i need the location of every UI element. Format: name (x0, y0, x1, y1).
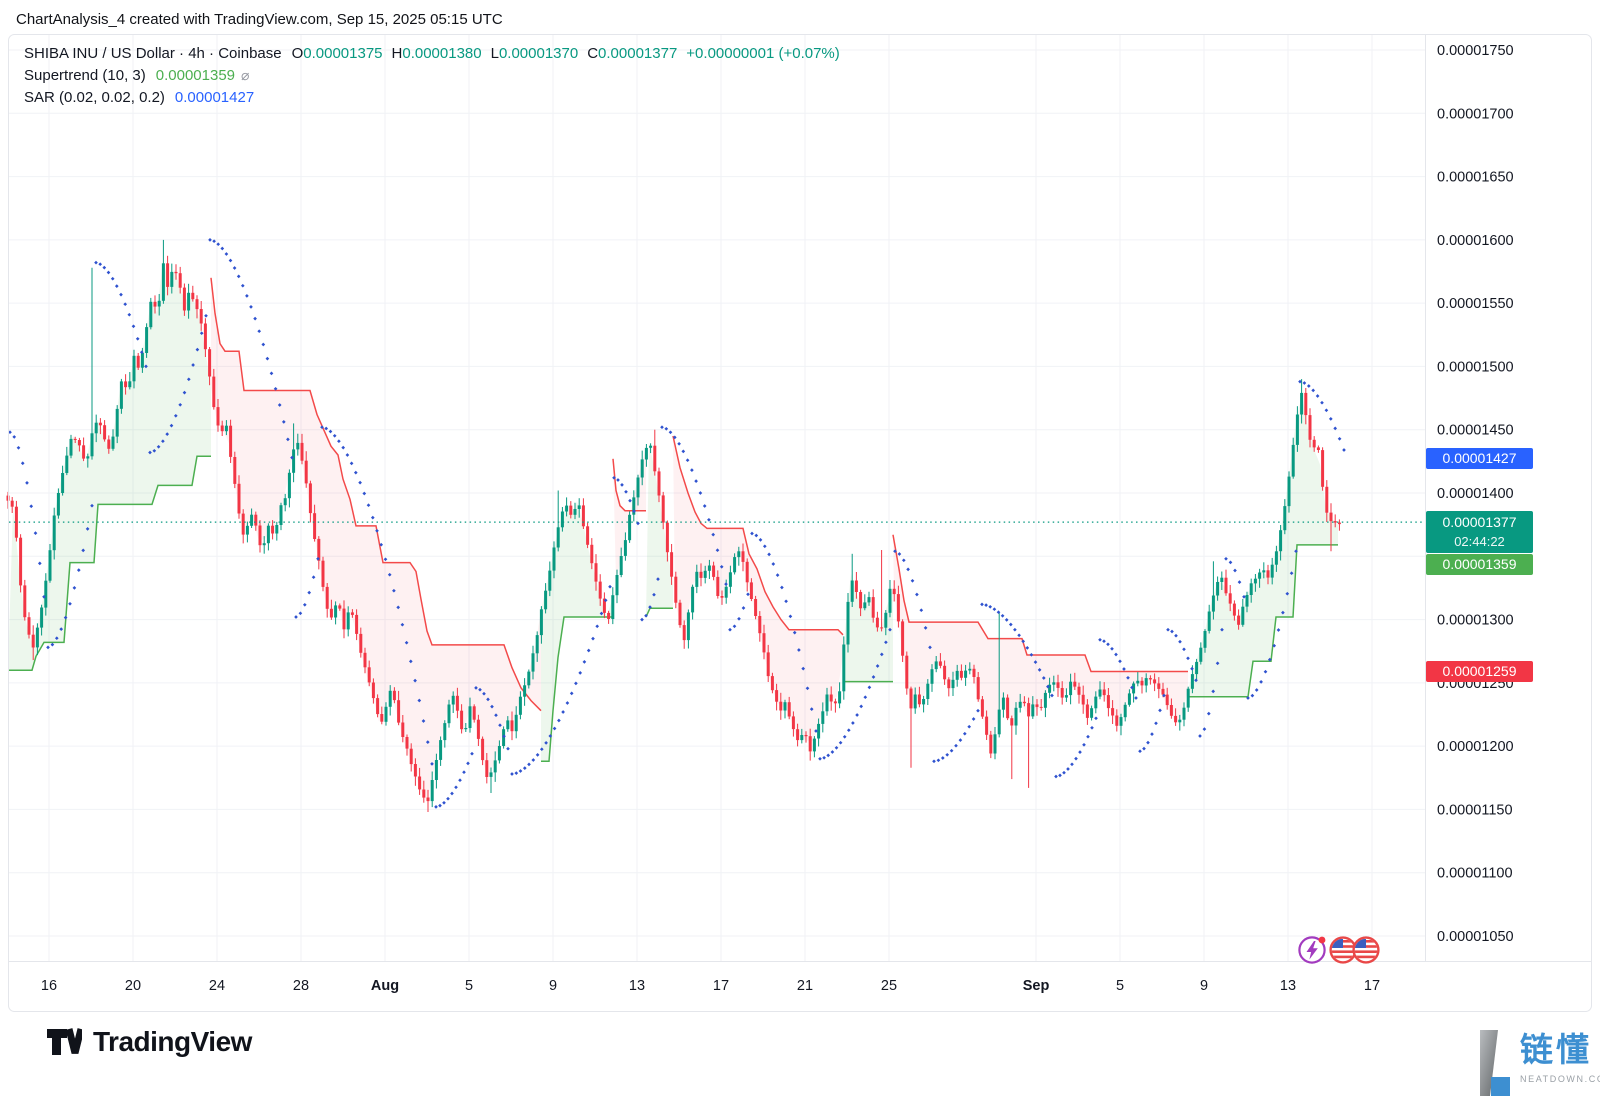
sar-price-label: 0.00001427 (1426, 448, 1533, 469)
svg-text:9: 9 (1200, 978, 1208, 994)
neatdown-logo-icon (1480, 1030, 1510, 1096)
indicator-row-supertrend[interactable]: Supertrend (10, 3) 0.00001359 ⌀ (24, 67, 840, 89)
svg-text:9: 9 (549, 978, 557, 994)
supertrend-down-price-label: 0.00001259 (1426, 661, 1533, 682)
svg-text:0.00001100: 0.00001100 (1437, 866, 1513, 882)
neatdown-watermark: 链懂 NEATDOWN.COM (1478, 1030, 1600, 1096)
svg-text:13: 13 (1280, 978, 1296, 994)
us-economic-event-icon[interactable] (1329, 936, 1357, 964)
ohlc-O: O0.00001375 (291, 45, 383, 62)
current-price-label: 0.00001377 02:44:22 (1426, 511, 1533, 553)
svg-text:17: 17 (713, 978, 729, 994)
symbol-title: SHIBA INU / US Dollar · 4h · Coinbase (24, 45, 282, 62)
svg-text:0.00001750: 0.00001750 (1437, 43, 1514, 59)
watermark-cn-text: 链懂 (1520, 1031, 1592, 1068)
svg-text:28: 28 (293, 978, 309, 994)
sar-value: 0.00001427 (174, 89, 255, 106)
ohlc-C: C0.00001377 (587, 45, 678, 62)
svg-text:5: 5 (1116, 978, 1124, 994)
ohlc-change: +0.00000001 (+0.07%) (686, 45, 840, 62)
sar-label: SAR (0.02, 0.02, 0.2) (24, 89, 165, 106)
svg-text:17: 17 (1364, 978, 1380, 994)
watermark-domain-text: NEATDOWN.COM (1520, 1074, 1600, 1084)
supertrend-up-price-label: 0.00001359 (1426, 554, 1533, 575)
tradingview-attribution[interactable]: TradingView (46, 1026, 252, 1058)
svg-text:20: 20 (125, 978, 141, 994)
svg-text:0.00001200: 0.00001200 (1437, 739, 1514, 755)
svg-text:0.00001450: 0.00001450 (1437, 423, 1514, 439)
tradingview-logo-icon (47, 1028, 82, 1055)
chart-legend: SHIBA INU / US Dollar · 4h · Coinbase O0… (24, 45, 840, 111)
svg-text:0.00001050: 0.00001050 (1437, 929, 1514, 945)
ohlc-values: O0.00001375 H0.00001380 L0.00001370 C0.0000… (292, 45, 840, 62)
svg-text:5: 5 (465, 978, 473, 994)
ohlc-H: H0.00001380 (391, 45, 482, 62)
svg-text:Sep: Sep (1023, 978, 1050, 994)
svg-text:0.00001500: 0.00001500 (1437, 359, 1514, 375)
alert-dot-icon (1318, 936, 1326, 944)
supertrend-value: 0.00001359 (155, 67, 235, 84)
tradingview-logo-text: TradingView (93, 1026, 252, 1057)
crypto-event-icon[interactable] (1298, 936, 1326, 964)
svg-text:25: 25 (881, 978, 897, 994)
svg-text:0.00001400: 0.00001400 (1437, 486, 1514, 502)
svg-text:0.00001700: 0.00001700 (1437, 106, 1514, 122)
indicator-row-sar[interactable]: SAR (0.02, 0.02, 0.2) 0.00001427 (24, 89, 840, 111)
svg-text:Aug: Aug (371, 978, 399, 994)
svg-text:24: 24 (209, 978, 225, 994)
svg-text:0.00001300: 0.00001300 (1437, 613, 1514, 629)
svg-text:0.00001600: 0.00001600 (1437, 233, 1514, 249)
symbol-row[interactable]: SHIBA INU / US Dollar · 4h · Coinbase O0… (24, 45, 840, 67)
svg-text:0.00001150: 0.00001150 (1437, 802, 1513, 818)
svg-text:21: 21 (797, 978, 813, 994)
ohlc-L: L0.00001370 (490, 45, 579, 62)
export-title: ChartAnalysis_4 created with TradingView… (16, 11, 503, 28)
svg-text:0.00001550: 0.00001550 (1437, 296, 1514, 312)
svg-text:16: 16 (41, 978, 57, 994)
supertrend-label: Supertrend (10, 3) (24, 67, 146, 84)
svg-text:0.00001650: 0.00001650 (1437, 170, 1514, 186)
us-economic-event-icon[interactable] (1352, 936, 1380, 964)
event-markers[interactable] (1296, 932, 1388, 968)
hidden-scale-icon[interactable]: ⌀ (241, 67, 250, 83)
svg-text:13: 13 (629, 978, 645, 994)
